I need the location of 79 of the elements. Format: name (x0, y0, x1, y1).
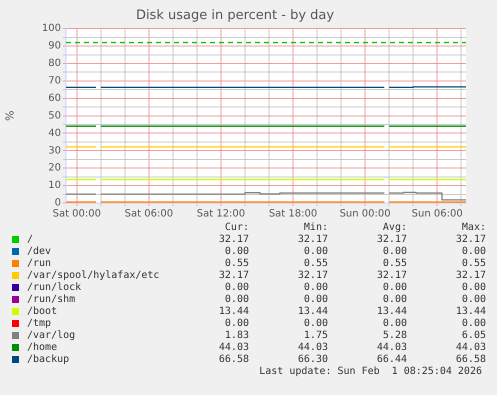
legend-label: /dev (26, 246, 52, 258)
y-tick-label: 50 (48, 110, 61, 122)
x-tick-label: Sun 06:00 (412, 208, 463, 220)
text: 1.83 (224, 330, 249, 342)
legend-label: /run/shm (26, 294, 76, 306)
text: 32.17 (218, 234, 249, 246)
text: 66.58 (218, 354, 249, 366)
text: 32.17 (376, 234, 407, 246)
legend-label: /tmp (26, 318, 52, 330)
text: 0.00 (224, 294, 249, 306)
y-tick-label: 30 (48, 145, 61, 156)
text: 32.17 (218, 270, 249, 282)
text: 0.55 (302, 258, 328, 270)
text: 13.44 (454, 306, 486, 318)
y-axis-title: % (3, 110, 16, 122)
text: 44.03 (218, 342, 249, 354)
legend-label: /run (26, 258, 52, 270)
text: 0.00 (460, 246, 486, 258)
text: 66.30 (296, 354, 328, 366)
x-tick-label: Sat 12:00 (196, 208, 246, 220)
text: 0.00 (382, 294, 407, 306)
text: 13.44 (218, 306, 249, 318)
x-tick-label: Sat 18:00 (268, 208, 318, 220)
text: 5.28 (382, 330, 407, 342)
text: 32.17 (454, 234, 486, 246)
y-tick-label: 60 (48, 92, 61, 104)
text: Avg: (382, 222, 407, 234)
text: 0.00 (460, 318, 486, 330)
legend-label: /backup (26, 354, 70, 366)
legend-label: /run/lock (26, 282, 82, 294)
text: 66.58 (454, 354, 486, 366)
text: Max: (460, 222, 486, 234)
text: Last update: Sun Feb 1 08:25:04 2026 (259, 366, 482, 377)
y-tick-label: 40 (48, 128, 61, 139)
text: 0.00 (460, 294, 486, 306)
text: 13.44 (296, 306, 328, 318)
text: 0.00 (302, 246, 328, 258)
y-tick-label: 90 (48, 40, 61, 52)
text: 0.00 (224, 318, 249, 330)
y-tick-label: 80 (48, 58, 61, 70)
text: 0.00 (302, 282, 328, 294)
x-tick-label: Sun 00:00 (340, 208, 391, 220)
legend-label: /var/log (26, 330, 76, 342)
text: 32.17 (376, 270, 407, 282)
y-tick-label: 70 (48, 76, 61, 87)
text: 32.17 (296, 234, 328, 246)
text: 44.03 (296, 342, 328, 354)
legend-label: /home (26, 342, 58, 354)
text: 0.00 (224, 246, 249, 258)
x-tick-label: Sat 00:00 (52, 208, 102, 220)
y-tick-label: 100 (42, 23, 61, 34)
x-tick-label: Sat 06:00 (124, 208, 174, 220)
y-tick-label: 10 (48, 180, 61, 192)
text: 6.05 (460, 330, 486, 342)
text: 0.00 (382, 318, 407, 330)
chart-title: Disk usage in percent - by day (136, 8, 334, 24)
text: 0.00 (382, 282, 407, 294)
text: 0.55 (382, 258, 407, 270)
text: 32.17 (296, 270, 328, 282)
text: Min: (302, 222, 328, 234)
text: 0.00 (382, 246, 407, 258)
text: 44.03 (454, 342, 486, 354)
y-tick-label: 0 (54, 198, 61, 209)
legend-label: /boot (26, 306, 58, 318)
legend-label: / (26, 234, 34, 246)
text: 0.00 (460, 282, 486, 294)
text: 44.03 (376, 342, 407, 354)
text: 13.44 (376, 306, 407, 318)
legend-label: /var/spool/hylafax/etc (26, 270, 160, 282)
text: 32.17 (454, 270, 486, 282)
y-tick-label: 20 (48, 162, 61, 174)
text: 66.44 (376, 354, 407, 366)
text: 1.75 (302, 330, 328, 342)
text: 0.55 (460, 258, 486, 270)
text: 0.00 (302, 318, 328, 330)
text: Cur: (224, 222, 249, 234)
text: 0.00 (224, 282, 249, 294)
text: 0.55 (224, 258, 249, 270)
text: 0.00 (302, 294, 328, 306)
